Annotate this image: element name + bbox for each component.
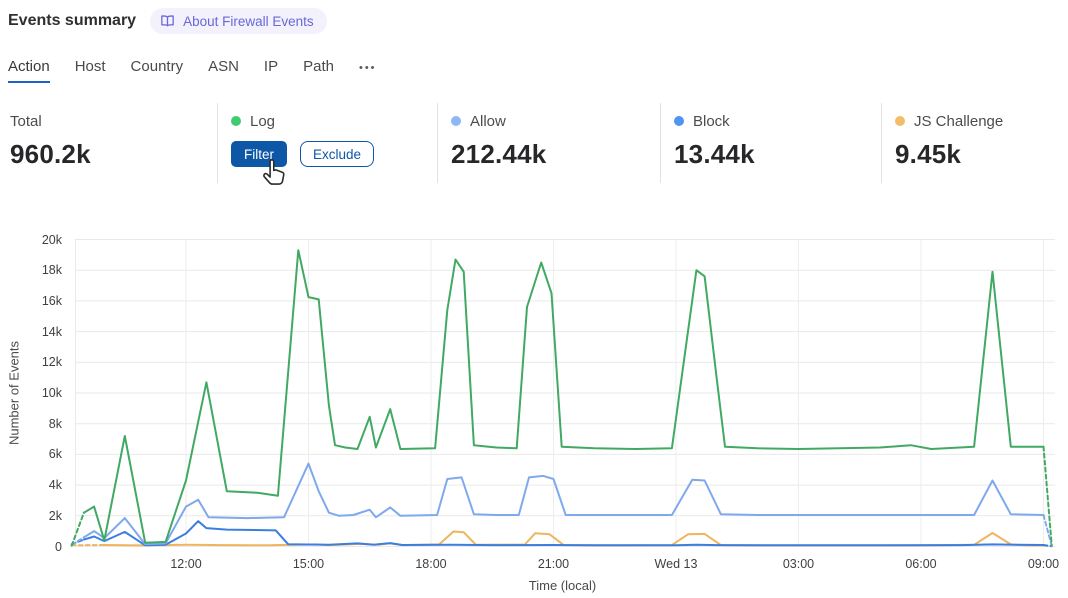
stat-total: Total 960.2k [0, 103, 217, 183]
allow-series-dot [451, 116, 461, 126]
stat-log: Log Filter Exclude [217, 103, 437, 183]
plot-area[interactable] [70, 238, 1055, 550]
x-tick-label: 21:00 [537, 557, 570, 571]
stat-log-label: Log [250, 112, 276, 130]
y-tick-label: 6k [48, 447, 62, 462]
stat-js-challenge-value: 9.45k [895, 139, 962, 169]
series-block-tail-dash [1042, 544, 1053, 548]
stat-js-challenge: JS Challenge 9.45k [881, 103, 1068, 183]
about-firewall-events-badge[interactable]: About Firewall Events [150, 8, 327, 34]
page-title: Events summary [8, 12, 137, 29]
stats-row: Total 960.2k Log Filter Exclude Allow 21… [0, 103, 1068, 183]
x-tick-label: Wed 13 [654, 557, 698, 571]
block-series-dot [674, 116, 684, 126]
badge-label: About Firewall Events [183, 13, 314, 29]
y-tick-label: 18k [41, 263, 62, 278]
stat-total-label: Total [10, 112, 42, 130]
series-log-lead-dash [70, 511, 85, 547]
x-tick-label: 03:00 [782, 557, 815, 571]
series-allow-tail-dash [1042, 514, 1053, 547]
y-tick-label: 16k [41, 293, 62, 308]
y-tick-label: 4k [48, 478, 62, 493]
y-tick-label: 8k [48, 416, 62, 431]
stat-allow: Allow 212.44k [437, 103, 660, 183]
tab-host[interactable]: Host [74, 58, 106, 75]
header: Events summary About Firewall Events [8, 8, 327, 34]
js-challenge-series-dot [895, 116, 905, 126]
series-log-line [82, 249, 1045, 544]
stat-total-value: 960.2k [10, 139, 91, 169]
tab-ip[interactable]: IP [263, 58, 279, 75]
stat-js-challenge-label: JS Challenge [914, 112, 1004, 130]
series-block-line [82, 520, 1045, 547]
series-allow-line [82, 462, 1045, 546]
y-tick-label: 2k [48, 508, 62, 523]
y-tick-label: 20k [41, 232, 62, 247]
x-tick-label: 09:00 [1027, 557, 1060, 571]
book-open-icon [159, 13, 176, 29]
stat-block-value: 13.44k [674, 139, 755, 169]
tabs-more-button[interactable]: ••• [358, 62, 377, 74]
y-tick-label: 12k [41, 355, 62, 370]
stat-allow-value: 212.44k [451, 139, 547, 169]
x-tick-label: 06:00 [905, 557, 937, 571]
stat-block: Block 13.44k [660, 103, 881, 183]
stat-block-label: Block [693, 112, 730, 130]
x-axis-title: Time (local) [528, 578, 597, 593]
tabs: Action Host Country ASN IP Path ••• [8, 58, 377, 83]
stat-allow-label: Allow [470, 112, 506, 130]
tab-asn[interactable]: ASN [208, 58, 239, 75]
y-tick-label: 0 [55, 539, 62, 554]
series-allow-lead-dash [70, 536, 85, 546]
x-tick-label: 15:00 [292, 557, 325, 571]
tab-path[interactable]: Path [303, 58, 334, 75]
x-tick-label: 18:00 [415, 557, 447, 571]
tab-action[interactable]: Action [8, 58, 50, 83]
log-series-dot [231, 116, 241, 126]
x-tick-label: 12:00 [170, 557, 202, 571]
filter-button[interactable]: Filter [231, 141, 287, 167]
y-tick-label: 10k [41, 386, 62, 400]
tab-country[interactable]: Country [130, 58, 184, 75]
y-tick-label: 14k [41, 324, 62, 339]
exclude-button[interactable]: Exclude [300, 141, 375, 167]
series-log-tail-dash [1042, 445, 1053, 546]
series-js-challenge-line [103, 530, 1045, 547]
